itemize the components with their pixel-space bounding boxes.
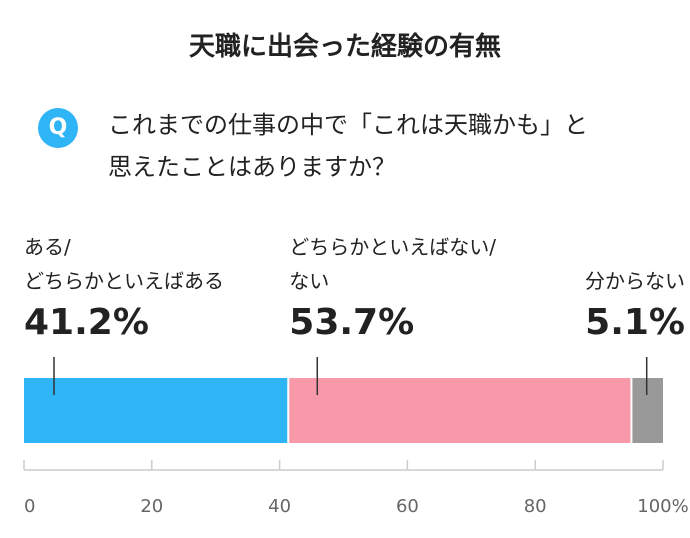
bar-segment: [632, 378, 663, 443]
value-label: 41.2%: [24, 302, 149, 343]
question-badge: Q: [38, 108, 78, 148]
value-label: 5.1%: [585, 302, 685, 343]
x-tick-label: 60: [396, 496, 419, 517]
category-label: ある/ どちらかといえばある: [24, 235, 224, 293]
bar-segment: [24, 378, 288, 443]
bar-segment: [289, 378, 631, 443]
x-tick-label: 20: [140, 496, 163, 517]
x-tick-label: 0: [24, 496, 35, 517]
x-tick-label: 80: [524, 496, 547, 517]
x-tick-label: 40: [268, 496, 291, 517]
category-label: どちらかといえばない/ ない: [289, 235, 497, 293]
x-tick-label: 100%: [637, 496, 688, 517]
category-label: 分からない: [585, 269, 685, 293]
question-text: これまでの仕事の中で「これは天職かも」と 思えたことはありますか？: [108, 111, 588, 181]
value-label: 53.7%: [289, 302, 415, 343]
chart-title: 天職に出会った経験の有無: [188, 32, 501, 62]
